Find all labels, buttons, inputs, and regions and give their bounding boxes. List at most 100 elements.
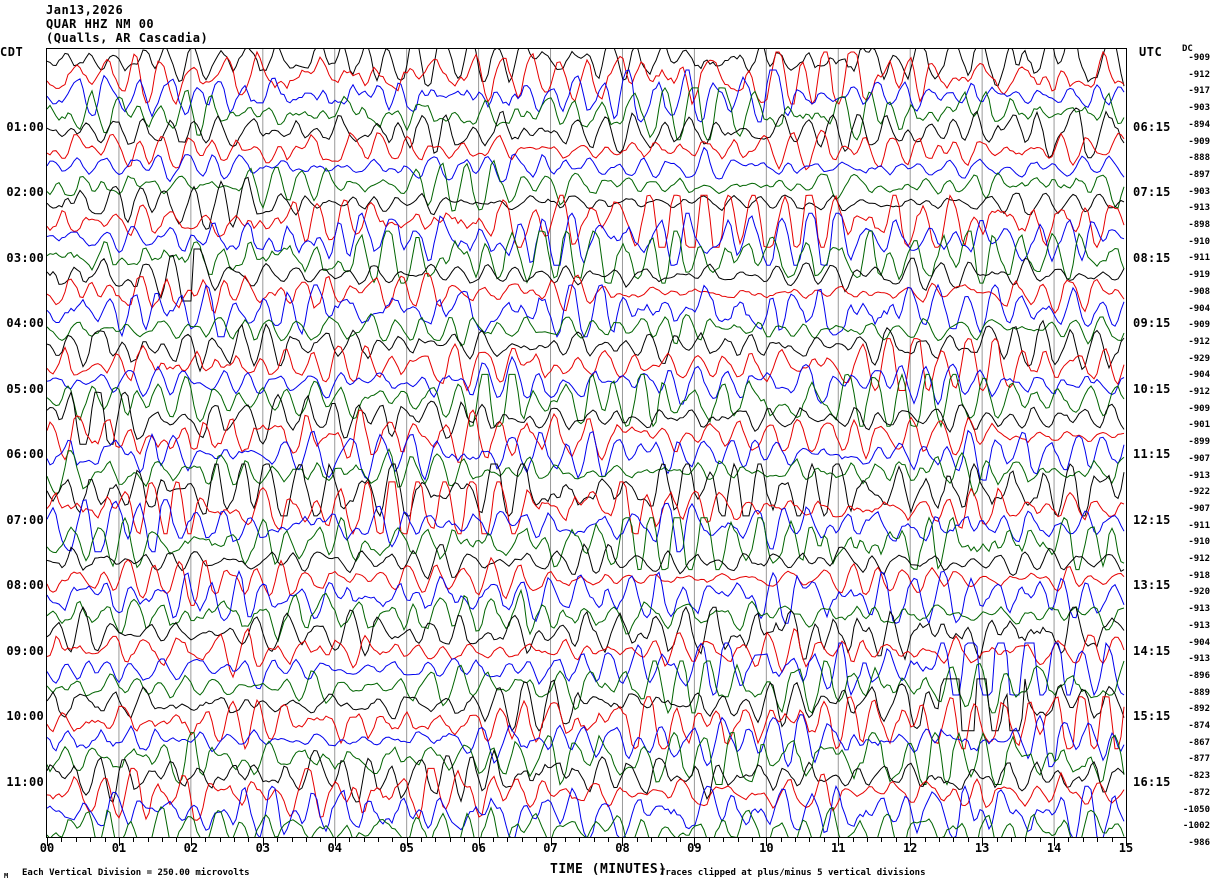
x-tick-label: 11 [831,841,846,855]
dc-offset-value: -907 [1188,453,1210,464]
dc-offset-value: -877 [1188,754,1210,765]
dc-offset-value: -907 [1188,503,1210,514]
x-minor-tick [752,837,753,842]
x-major-tick [982,837,983,846]
x-minor-tick [536,837,537,842]
x-minor-tick [809,837,810,842]
x-minor-tick [435,837,436,842]
x-minor-tick [493,837,494,842]
seismic-trace [47,627,1125,679]
x-minor-tick [953,837,954,842]
x-major-tick [119,837,120,846]
x-tick-label: 03 [255,841,271,855]
x-minor-tick [939,837,940,842]
x-major-tick [766,837,767,846]
dc-offset-value: -909 [1188,53,1210,63]
dc-offset-value: -913 [1188,620,1210,631]
seismic-trace [47,606,1125,661]
dc-offset-value: -904 [1188,303,1210,314]
seismic-trace [47,429,1125,481]
seismic-trace [47,176,1125,230]
x-minor-tick [1025,837,1026,842]
seismic-trace [47,784,1125,837]
seismic-trace [47,696,1125,751]
x-major-tick [910,837,911,846]
x-minor-tick [925,837,926,842]
seismic-trace [47,660,1125,715]
x-minor-tick [76,837,77,842]
right-time-label: 12:15 [1133,512,1171,527]
x-tick-label: 09 [687,841,702,855]
dc-offset-value: -913 [1188,203,1210,214]
x-minor-tick [1097,837,1098,842]
seismic-trace [47,129,1125,171]
seismogram-plot[interactable] [46,48,1127,838]
x-minor-tick [450,837,451,842]
header-channel: QUAR HHZ NM 00 [46,17,155,31]
seismic-trace [47,230,1125,284]
x-tick-label: 12 [902,841,918,855]
dc-offset-value: -909 [1188,320,1210,331]
seismic-trace [47,480,1125,536]
x-minor-tick [853,837,854,842]
x-minor-tick [824,837,825,842]
dc-offset-value: -1050 [1182,804,1210,815]
dc-offset-value: -904 [1188,637,1210,648]
corner-mark: M [4,872,9,880]
seismic-trace [47,516,1125,571]
seismic-trace [47,714,1125,768]
dc-offset-value: -894 [1188,119,1210,130]
right-time-label: 16:15 [1133,774,1171,789]
seismic-trace [47,355,1125,406]
left-time-label: 07:00 [6,512,44,527]
seismic-trace [47,409,1125,463]
seismic-trace [47,447,1125,497]
x-minor-tick [594,837,595,842]
x-minor-tick [1011,837,1012,842]
x-tick-label: 06 [471,841,486,855]
x-minor-tick [666,837,667,842]
dc-offset-value: -911 [1188,253,1210,264]
x-minor-tick [277,837,278,842]
dc-offset-value: -823 [1188,771,1210,782]
dc-offset-value: -901 [1188,420,1210,431]
scale-note: Each Vertical Division = 250.00 microvol… [22,868,250,878]
dc-column-header: DC [1182,44,1193,54]
right-timezone-label: UTC [1139,45,1163,59]
x-minor-tick [1040,837,1041,842]
x-tick-label: 08 [615,841,630,855]
dc-offset-value: -913 [1188,654,1210,665]
x-major-tick [1054,837,1055,846]
dc-offset-value: -918 [1188,570,1210,581]
x-minor-tick [738,837,739,842]
trace-canvas [47,49,1125,837]
x-major-tick [335,837,336,846]
dc-offset-value: -910 [1188,537,1210,548]
dc-offset-value: -913 [1188,470,1210,481]
x-tick-label: 01 [111,841,127,855]
seismic-trace [47,313,1125,347]
right-time-label: 08:15 [1133,250,1171,265]
seismic-trace [47,642,1125,697]
dc-offset-value: -919 [1188,270,1210,281]
left-time-label: 08:00 [6,578,44,593]
x-major-tick [622,837,623,846]
dc-offset-value: -929 [1188,353,1210,364]
x-minor-tick [637,837,638,842]
right-time-label: 07:15 [1133,185,1171,200]
right-time-label: 09:15 [1133,316,1171,331]
left-time-label: 02:00 [6,185,44,200]
right-time-label: 14:15 [1133,643,1171,658]
x-minor-tick [968,837,969,842]
dc-offset-value: -913 [1188,604,1210,615]
x-axis-title: TIME (MINUTES) [550,862,667,877]
x-major-tick [838,837,839,846]
dc-offset-value: -867 [1188,737,1210,748]
x-minor-tick [392,837,393,842]
seismic-trace [47,588,1125,643]
seismic-trace [47,390,1125,445]
x-minor-tick [680,837,681,842]
seismic-trace [47,337,1125,392]
seismic-trace [47,767,1125,821]
x-minor-tick [61,837,62,842]
